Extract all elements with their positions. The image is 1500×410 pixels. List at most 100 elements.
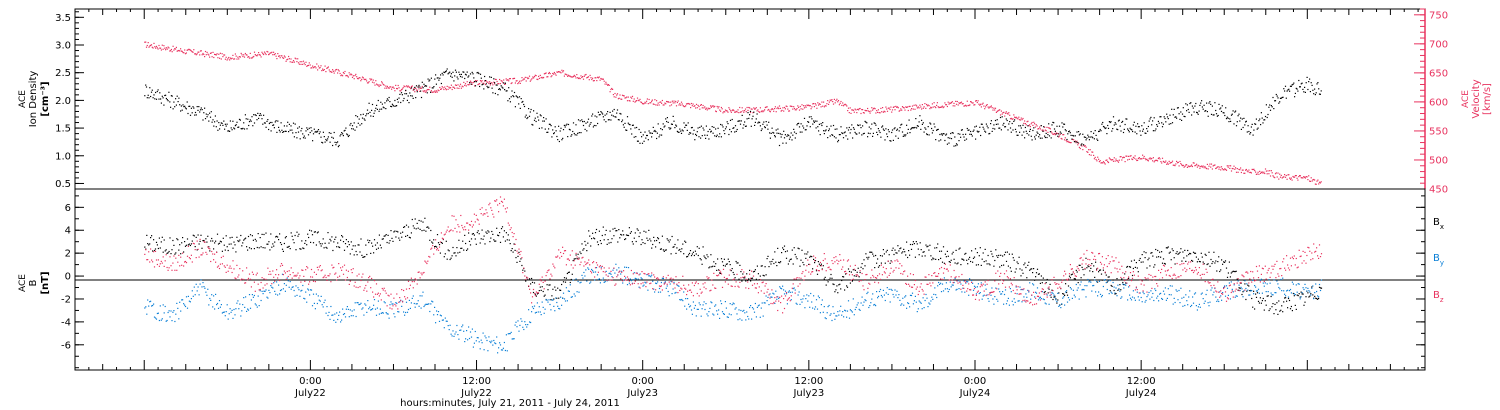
data-point	[210, 299, 212, 301]
data-point	[1026, 121, 1028, 123]
data-point	[187, 49, 189, 51]
data-point	[376, 242, 378, 244]
data-point	[1041, 137, 1043, 139]
data-point	[305, 61, 307, 63]
data-point	[276, 235, 278, 237]
data-point	[245, 54, 247, 56]
data-point	[722, 112, 724, 114]
data-point	[1193, 162, 1195, 164]
data-point	[366, 80, 368, 82]
data-point	[1093, 138, 1095, 140]
data-point	[931, 103, 933, 105]
data-point	[1255, 118, 1257, 120]
data-point	[1280, 97, 1282, 99]
data-point	[1217, 261, 1219, 263]
data-point	[772, 258, 774, 260]
data-point	[515, 80, 517, 82]
data-point	[864, 120, 866, 122]
data-point	[331, 71, 333, 73]
data-point	[1251, 123, 1253, 125]
data-point	[1161, 126, 1164, 128]
data-point	[1144, 157, 1146, 160]
data-point	[783, 248, 785, 251]
data-point	[1096, 160, 1098, 162]
data-point	[664, 125, 666, 127]
data-point	[856, 133, 858, 135]
data-point	[876, 291, 878, 293]
data-point	[307, 134, 310, 136]
data-point	[1043, 126, 1045, 128]
data-point	[852, 269, 854, 271]
data-point	[457, 84, 459, 86]
data-point	[1050, 296, 1052, 298]
data-point	[354, 245, 356, 247]
data-point	[1317, 298, 1319, 300]
data-point	[263, 290, 265, 292]
data-point	[718, 309, 720, 311]
data-point	[494, 82, 496, 84]
data-point	[495, 240, 497, 242]
data-point	[487, 87, 489, 89]
data-point	[782, 142, 784, 144]
data-point	[983, 105, 985, 107]
data-point	[886, 108, 888, 110]
data-point	[884, 299, 886, 302]
data-point	[1068, 275, 1071, 277]
data-point	[647, 103, 649, 105]
data-point	[1241, 169, 1243, 171]
data-point	[638, 286, 640, 288]
data-point	[1034, 123, 1036, 125]
data-point	[752, 308, 755, 310]
data-point	[196, 249, 198, 251]
data-point	[299, 295, 301, 297]
data-point	[740, 111, 742, 113]
data-point	[469, 80, 472, 82]
data-point	[599, 282, 601, 284]
data-point	[222, 124, 224, 126]
data-point	[707, 107, 709, 109]
data-point	[208, 246, 210, 248]
data-point	[204, 56, 206, 58]
data-point	[306, 127, 308, 129]
data-point	[889, 108, 891, 111]
data-point	[365, 78, 367, 80]
data-point	[1299, 86, 1301, 88]
data-point	[984, 130, 986, 132]
data-point	[170, 106, 172, 108]
data-point	[538, 119, 540, 121]
data-point	[881, 126, 883, 128]
data-point	[285, 284, 287, 286]
data-point	[321, 70, 323, 72]
data-point	[867, 136, 869, 138]
data-point	[1224, 261, 1226, 263]
data-point	[1275, 172, 1277, 174]
data-point	[528, 309, 530, 311]
data-point	[793, 247, 795, 249]
data-point	[283, 55, 285, 57]
data-point	[285, 130, 287, 132]
data-point	[1122, 156, 1125, 158]
data-point	[1063, 123, 1066, 125]
data-point	[246, 54, 248, 56]
data-point	[1255, 171, 1257, 173]
data-point	[1063, 293, 1065, 295]
data-point	[453, 86, 455, 88]
data-point	[1042, 277, 1044, 279]
data-point	[1146, 267, 1148, 269]
data-point	[169, 50, 171, 52]
data-point	[240, 128, 242, 130]
data-point	[253, 55, 255, 58]
data-point	[452, 71, 454, 73]
data-point	[489, 340, 491, 343]
data-point	[484, 335, 486, 337]
data-point	[452, 246, 454, 249]
data-point	[889, 301, 891, 303]
data-point	[684, 240, 686, 242]
data-point	[906, 307, 908, 309]
data-point	[911, 108, 913, 110]
data-point	[508, 239, 510, 241]
data-point	[334, 238, 336, 240]
data-point	[508, 333, 510, 335]
data-point	[633, 98, 635, 100]
